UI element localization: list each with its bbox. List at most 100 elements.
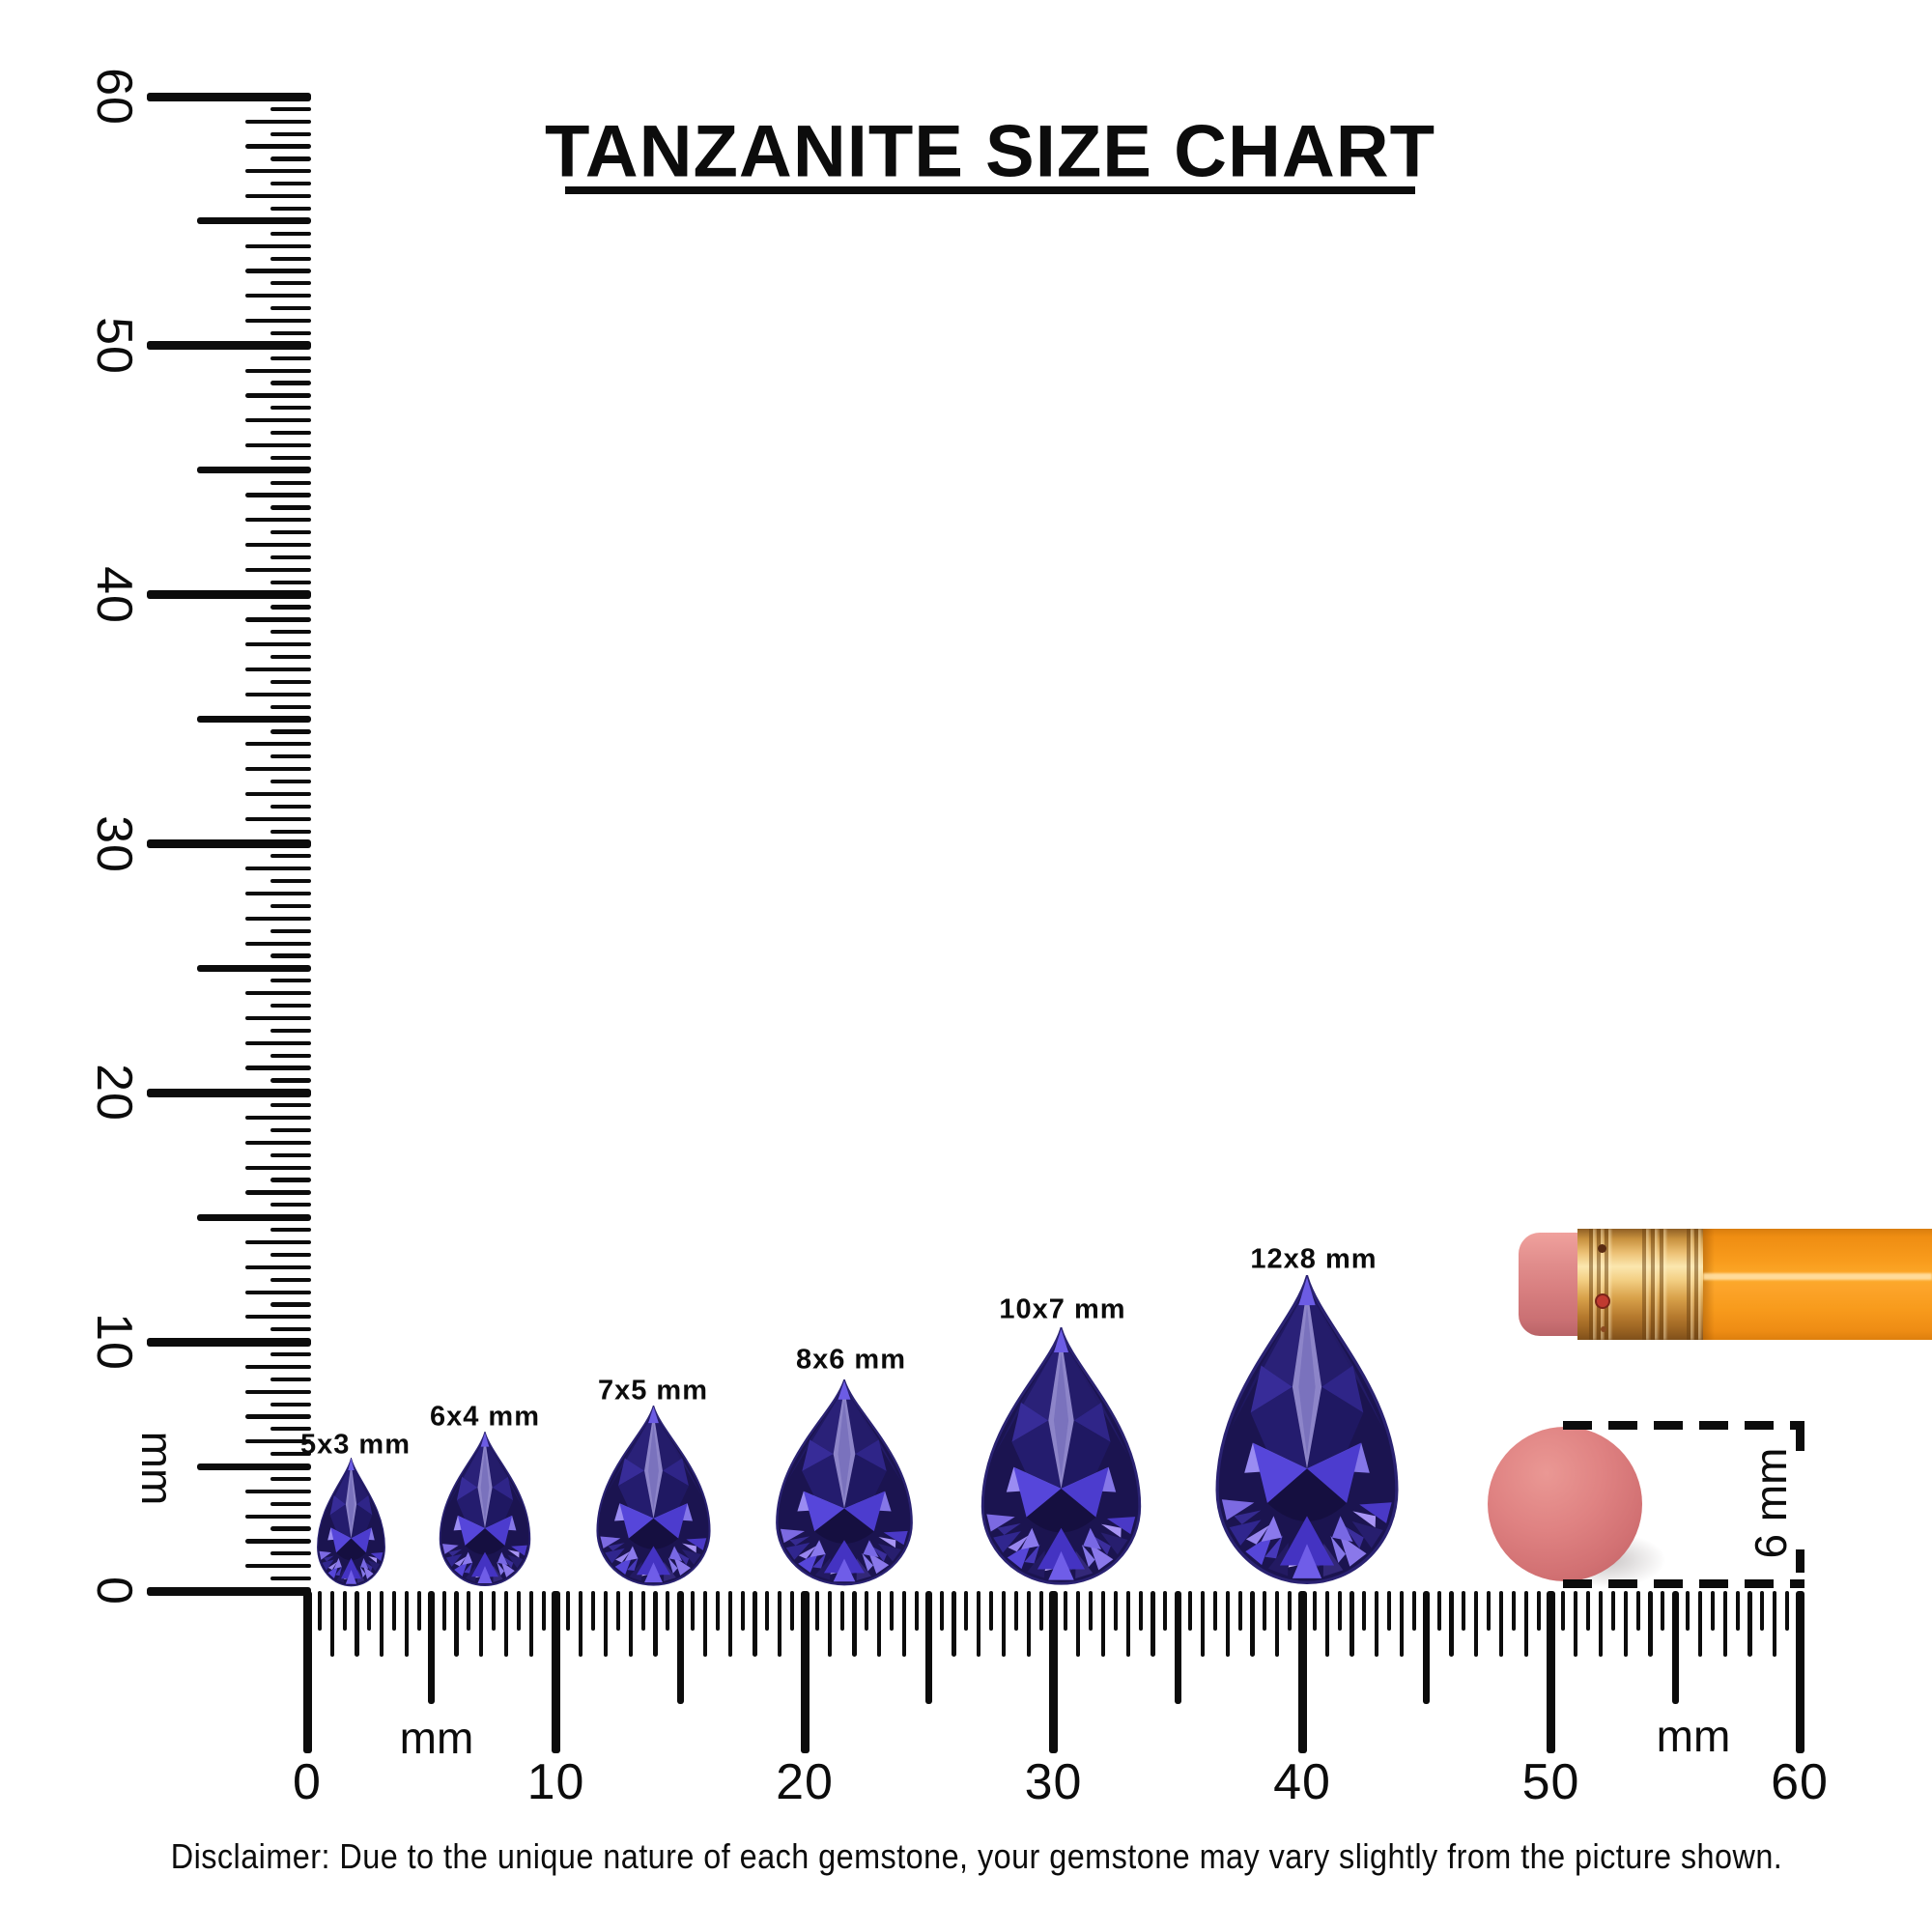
tanzanite-gem-8x6 [776,1378,913,1586]
vertical-ruler-tick [270,754,311,759]
horizontal-ruler-tick [1188,1591,1193,1631]
horizontal-ruler-tick [579,1591,583,1657]
horizontal-ruler-number: 50 [1521,1754,1580,1810]
horizontal-ruler-tick [329,1591,334,1657]
vertical-ruler-tick [270,1427,311,1432]
horizontal-ruler-tick [666,1591,670,1631]
horizontal-ruler-tick [603,1591,609,1657]
measure-dash-bottom [1563,1579,1804,1588]
horizontal-ruler-tick [1785,1591,1790,1631]
horizontal-ruler-tick [1064,1591,1068,1631]
vertical-ruler-tick [245,742,311,747]
vertical-ruler-tick [270,206,311,212]
vertical-ruler-tick [147,590,311,600]
vertical-ruler-tick [270,131,311,136]
ferrule-rivet [1598,1244,1606,1253]
horizontal-ruler-tick [865,1591,869,1631]
horizontal-ruler-tick [1297,1591,1307,1753]
vertical-ruler-tick [270,804,311,809]
vertical-ruler-tick [270,1402,311,1406]
horizontal-ruler-tick [416,1591,421,1631]
horizontal-ruler-tick [1125,1591,1130,1657]
horizontal-ruler-tick [1138,1591,1143,1631]
vertical-ruler-tick [270,1078,311,1083]
vertical-ruler-tick [270,281,311,286]
horizontal-ruler-tick [1760,1591,1765,1631]
horizontal-ruler-unit-label-right: mm [1656,1711,1731,1761]
vertical-ruler-tick [147,1088,311,1097]
horizontal-ruler-number: 40 [1273,1754,1331,1810]
vertical-ruler-tick [270,1028,311,1033]
vertical-ruler-tick [147,1337,311,1347]
horizontal-ruler-tick [1387,1591,1392,1631]
horizontal-ruler-tick [1001,1591,1007,1657]
vertical-ruler-tick [270,530,311,535]
horizontal-ruler-tick [1250,1591,1255,1657]
horizontal-ruler-tick [676,1591,684,1704]
title-underline [565,186,1415,194]
horizontal-ruler-tick [702,1591,708,1657]
horizontal-ruler-tick [1151,1591,1155,1657]
horizontal-ruler-tick [1350,1591,1354,1657]
horizontal-ruler-tick [1623,1591,1628,1657]
ferrule-crimp-ring [1589,1229,1593,1340]
vertical-ruler-tick [270,106,311,111]
horizontal-ruler-tick [342,1591,347,1631]
horizontal-ruler-tick [653,1591,658,1657]
horizontal-ruler-tick [1275,1591,1280,1657]
vertical-ruler-tick [245,1564,311,1569]
horizontal-ruler-tick [790,1591,795,1631]
vertical-ruler-tick [245,867,311,871]
horizontal-ruler-tick [1511,1591,1516,1631]
horizontal-ruler-tick [302,1591,312,1753]
vertical-ruler-tick [245,941,311,946]
vertical-ruler-tick [197,217,311,225]
vertical-ruler-unit-label: mm [132,1431,183,1506]
horizontal-ruler-tick [1362,1591,1367,1631]
horizontal-ruler-tick [566,1591,571,1631]
pencil [1512,1229,1932,1340]
vertical-ruler-tick [270,381,311,385]
vertical-ruler-tick [245,1364,311,1370]
vertical-ruler-tick [270,330,311,336]
horizontal-ruler-tick [1237,1591,1242,1631]
horizontal-ruler-tick [1462,1591,1466,1631]
horizontal-ruler-tick [1635,1591,1640,1631]
vertical-ruler-tick [270,1003,311,1009]
horizontal-ruler-tick [1200,1591,1206,1657]
vertical-ruler-tick [270,928,311,933]
vertical-ruler-tick [147,341,311,351]
vertical-ruler-tick [245,1489,311,1493]
horizontal-ruler-tick [615,1591,620,1631]
horizontal-ruler-tick [479,1591,484,1657]
horizontal-ruler-tick [467,1591,471,1631]
vertical-ruler-tick [270,1178,311,1182]
horizontal-ruler-tick [1449,1591,1454,1657]
vertical-ruler-tick [270,1577,311,1581]
vertical-ruler-tick [245,1315,311,1320]
horizontal-ruler-tick [1163,1591,1168,1631]
vertical-ruler-tick [270,1203,311,1208]
horizontal-ruler-tick [715,1591,720,1631]
horizontal-ruler-tick [428,1591,436,1704]
vertical-ruler-tick [270,455,311,460]
vertical-ruler-tick [245,1414,311,1419]
vertical-ruler-number: 60 [86,68,142,126]
horizontal-ruler-tick [1312,1591,1317,1631]
gem-size-label: 8x6 mm [795,1344,907,1376]
horizontal-ruler-tick [1747,1591,1752,1657]
horizontal-ruler-tick [541,1591,546,1631]
tanzanite-gem-5x3 [316,1457,385,1586]
horizontal-ruler-tick [404,1591,410,1657]
horizontal-ruler-tick [628,1591,633,1657]
vertical-ruler-tick [197,1213,311,1221]
vertical-ruler-number: 0 [86,1577,142,1605]
ferrule-crimp-ring [1687,1229,1690,1340]
ferrule-crimp-ring [1660,1229,1663,1340]
vertical-ruler-tick [270,256,311,261]
pencil-body [1703,1229,1932,1340]
horizontal-ruler-tick [901,1591,907,1657]
tanzanite-gem-6x4 [439,1431,531,1586]
vertical-ruler-tick [245,1040,311,1045]
horizontal-ruler-tick [1038,1591,1043,1631]
